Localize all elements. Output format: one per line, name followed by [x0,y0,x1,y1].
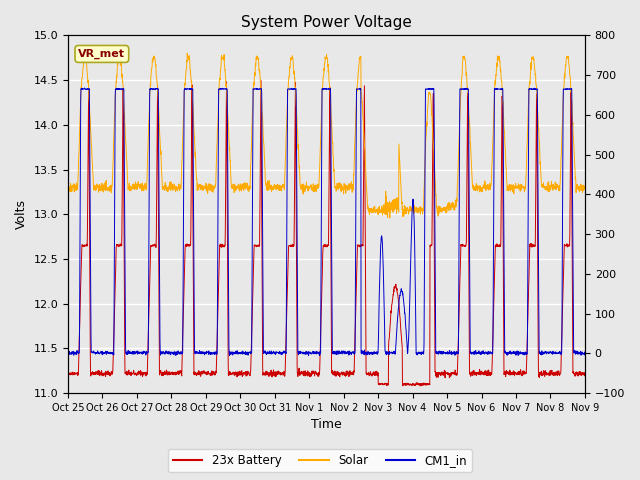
Solar [209,186,216,192]
Solar [550,184,558,190]
Text: VR_met: VR_met [78,49,125,59]
Solar [386,215,394,221]
CM1_in [581,350,589,356]
X-axis label: Time: Time [311,419,342,432]
Solar [536,147,543,153]
Title: System Power Voltage: System Power Voltage [241,15,412,30]
CM1_in [225,353,233,359]
Line: CM1_in: CM1_in [68,88,585,356]
23x Battery [581,372,589,378]
Line: 23x Battery: 23x Battery [68,80,585,386]
23x Battery [353,277,360,283]
CM1_in [64,349,72,355]
CM1_in [477,349,484,355]
CM1_in [342,349,349,355]
Solar [477,187,484,192]
23x Battery [208,370,216,376]
23x Battery [536,370,543,376]
23x Battery [550,370,558,375]
Y-axis label: Volts: Volts [15,199,28,229]
CM1_in [209,350,216,356]
Solar [341,187,349,193]
23x Battery [477,371,484,377]
23x Battery [341,372,349,377]
23x Battery [417,383,424,389]
Solar [353,96,360,102]
Solar [64,185,72,191]
Solar [184,50,191,56]
CM1_in [81,85,88,91]
Line: Solar: Solar [68,53,585,218]
23x Battery [257,77,265,83]
CM1_in [536,349,543,355]
23x Battery [64,370,72,376]
Legend: 23x Battery, Solar, CM1_in: 23x Battery, Solar, CM1_in [168,449,472,472]
CM1_in [550,350,558,356]
CM1_in [353,86,360,92]
Solar [581,185,589,191]
